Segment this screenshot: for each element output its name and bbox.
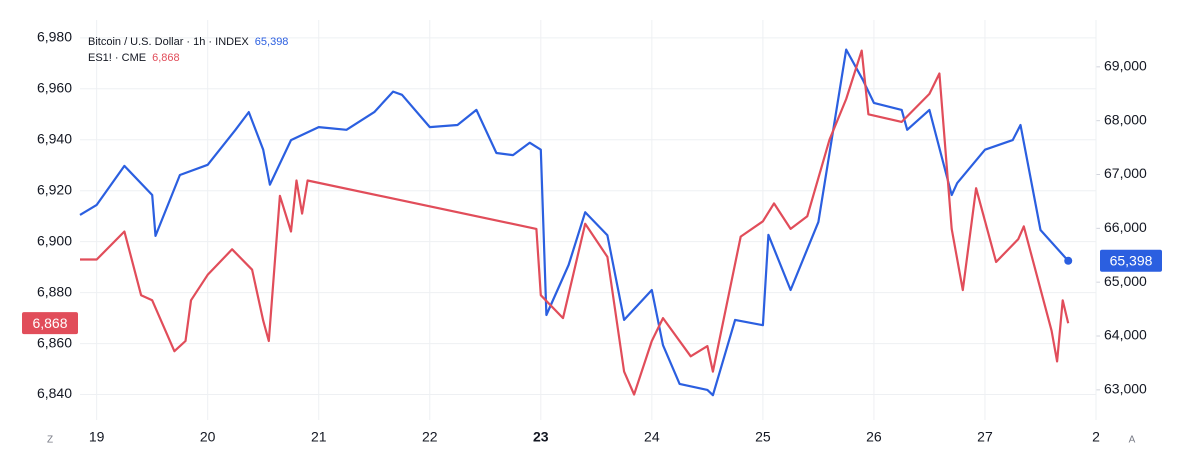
- scale-button[interactable]: A: [1129, 435, 1136, 446]
- x-tick-label: 20: [200, 429, 216, 445]
- scale-button[interactable]: Z: [47, 435, 53, 446]
- price-tag: [22, 312, 78, 335]
- legend-name: ES1! · CME: [88, 52, 146, 64]
- y-tick-label: 6,840: [37, 385, 72, 401]
- y-tick-label: 6,860: [37, 334, 72, 350]
- x-tick-label: 2: [1092, 429, 1100, 445]
- price-tag-label: 65,398: [1110, 252, 1153, 268]
- y2-tick-label: 63,000: [1104, 381, 1147, 397]
- y-tick-label: 6,940: [37, 130, 72, 146]
- series-line: [80, 49, 1070, 396]
- price-tag: [1100, 249, 1162, 272]
- x-tick-label: 19: [89, 429, 105, 445]
- y-tick-label: 6,980: [37, 29, 72, 45]
- y2-tick-label: 65,000: [1104, 273, 1147, 289]
- y-tick-label: 6,900: [37, 232, 72, 248]
- legend-value: 65,398: [255, 36, 289, 48]
- x-tick-label: 25: [755, 429, 771, 445]
- y2-tick-label: 67,000: [1104, 165, 1147, 181]
- legend-value: 6,868: [152, 52, 180, 64]
- legend-entry: ES1! · CME 6,868: [88, 52, 180, 64]
- legend-name: Bitcoin / U.S. Dollar · 1h · INDEX: [88, 36, 249, 48]
- x-tick-label: 26: [866, 429, 882, 445]
- x-tick-label: 24: [644, 429, 660, 445]
- x-tick-label: 22: [422, 429, 438, 445]
- y2-tick-label: 66,000: [1104, 219, 1147, 235]
- y2-tick-label: 64,000: [1104, 327, 1147, 343]
- x-tick-label: 23: [533, 429, 549, 445]
- y2-tick-label: 69,000: [1104, 58, 1147, 74]
- y-tick-label: 6,880: [37, 283, 72, 299]
- last-point: [1064, 256, 1073, 265]
- x-tick-label: 27: [977, 429, 993, 445]
- y-tick-label: 6,960: [37, 79, 72, 95]
- x-tick-label: 21: [311, 429, 327, 445]
- price-tag-label: 6,868: [32, 315, 67, 331]
- y-tick-label: 6,920: [37, 181, 72, 197]
- legend-entry: Bitcoin / U.S. Dollar · 1h · INDEX 65,398: [88, 36, 288, 48]
- y2-tick-label: 68,000: [1104, 111, 1147, 127]
